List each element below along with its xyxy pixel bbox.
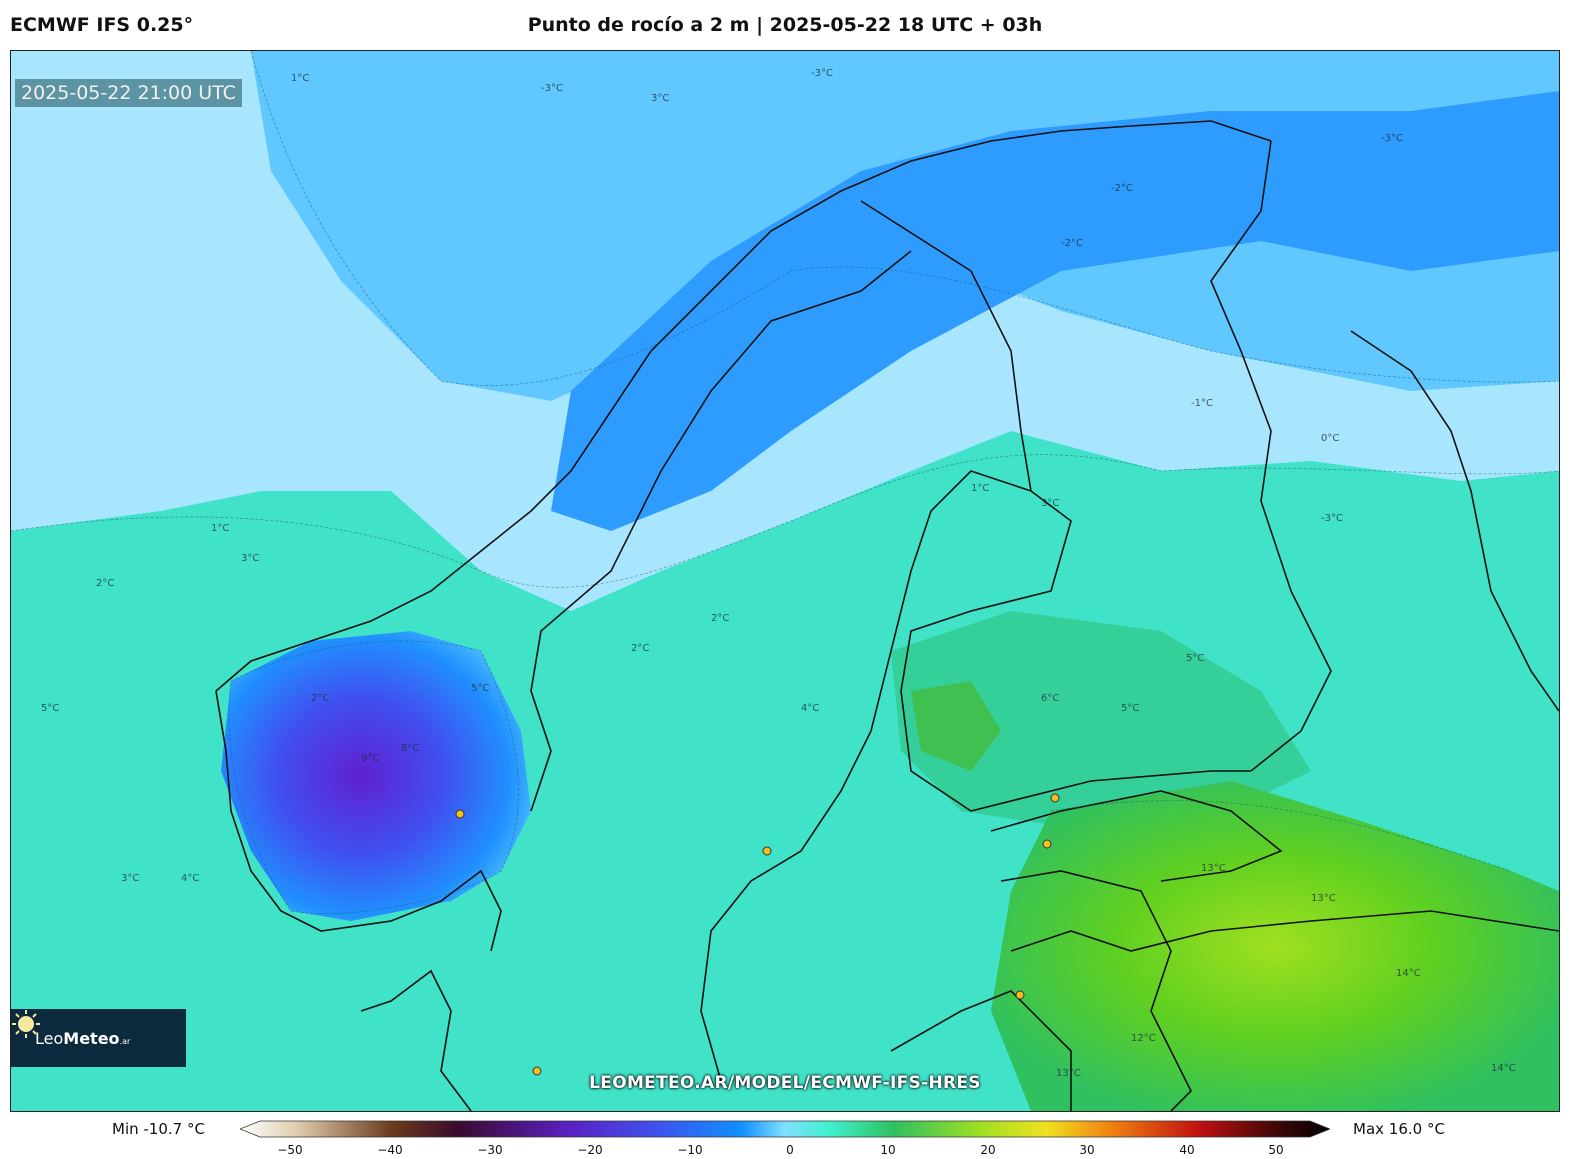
colorbar-tick: 40: [1179, 1143, 1195, 1157]
colorbar-tick: −20: [577, 1143, 603, 1157]
map-title: Punto de rocío a 2 m | 2025-05-22 18 UTC…: [527, 14, 1043, 36]
contour-label: -3°C: [811, 68, 833, 79]
contour-label: 2°C: [311, 693, 329, 704]
colorbar-tick: −50: [277, 1143, 303, 1157]
contour-label: 2°C: [96, 578, 114, 589]
contour-label: 12°C: [1131, 1033, 1156, 1044]
colorbar-tick: −40: [377, 1143, 403, 1157]
logo-text: LeoMeteo.ar: [35, 1028, 131, 1048]
contour-label: 3°C: [121, 873, 139, 884]
contour-label: -2°C: [1061, 238, 1083, 249]
contour-label: 6°C: [1041, 693, 1059, 704]
contour-label: 13°C: [1311, 893, 1336, 904]
map-canvas: 1°C -3°C 3°C -3°C -2°C -2°C -3°C -1°C 0°…: [11, 51, 1559, 1111]
contour-label: 1°C: [971, 483, 989, 494]
sun-icon: [12, 1010, 40, 1038]
colorbar-tick: −30: [477, 1143, 503, 1157]
contour-label: 9°C: [361, 753, 379, 764]
contour-label: 4°C: [181, 873, 199, 884]
contour-label: 13°C: [1056, 1068, 1081, 1079]
leometeo-logo[interactable]: LeoMeteo.ar: [11, 1009, 186, 1067]
contour-label: 3°C: [1041, 498, 1059, 509]
contour-label: -3°C: [1381, 133, 1403, 144]
contour-label: 8°C: [401, 743, 419, 754]
contour-label: 4°C: [801, 703, 819, 714]
colorbar-tick: −10: [677, 1143, 703, 1157]
contour-label: 5°C: [1186, 653, 1204, 664]
dewpoint-map[interactable]: 1°C -3°C 3°C -3°C -2°C -2°C -3°C -1°C 0°…: [10, 50, 1560, 1112]
contour-label: -3°C: [541, 83, 563, 94]
colorbar-tick: 20: [980, 1143, 996, 1157]
colorbar-tick: 30: [1079, 1143, 1095, 1157]
colorbar-tick: 10: [880, 1143, 896, 1157]
contour-label: 3°C: [651, 93, 669, 104]
contour-label: -2°C: [1111, 183, 1133, 194]
contour-label: 2°C: [631, 643, 649, 654]
contour-label: 5°C: [471, 683, 489, 694]
colorbar-min-label: Min -10.7 °C: [112, 1120, 205, 1138]
contour-label: 3°C: [241, 553, 259, 564]
contour-label: 14°C: [1491, 1063, 1516, 1074]
colorbar-tick: 0: [786, 1143, 794, 1157]
contour-label: 1°C: [211, 523, 229, 534]
contour-label: 13°C: [1201, 863, 1226, 874]
contour-label: 5°C: [41, 703, 59, 714]
contour-label: 1°C: [291, 73, 309, 84]
contour-label: 0°C: [1321, 433, 1339, 444]
colorbar-max-label: Max 16.0 °C: [1353, 1120, 1445, 1138]
source-watermark: LEOMETEO.AR/MODEL/ECMWF-IFS-HRES: [589, 1073, 981, 1093]
model-name: ECMWF IFS 0.25°: [10, 14, 194, 36]
valid-time-badge: 2025-05-22 21:00 UTC: [15, 79, 242, 107]
contour-label: -1°C: [1191, 398, 1213, 409]
contour-label: 2°C: [711, 613, 729, 624]
colorbar-tick: 50: [1268, 1143, 1284, 1157]
contour-label: 5°C: [1121, 703, 1139, 714]
contour-label: 14°C: [1396, 968, 1421, 979]
contour-label: -3°C: [1321, 513, 1343, 524]
colorbar: [240, 1120, 1330, 1138]
